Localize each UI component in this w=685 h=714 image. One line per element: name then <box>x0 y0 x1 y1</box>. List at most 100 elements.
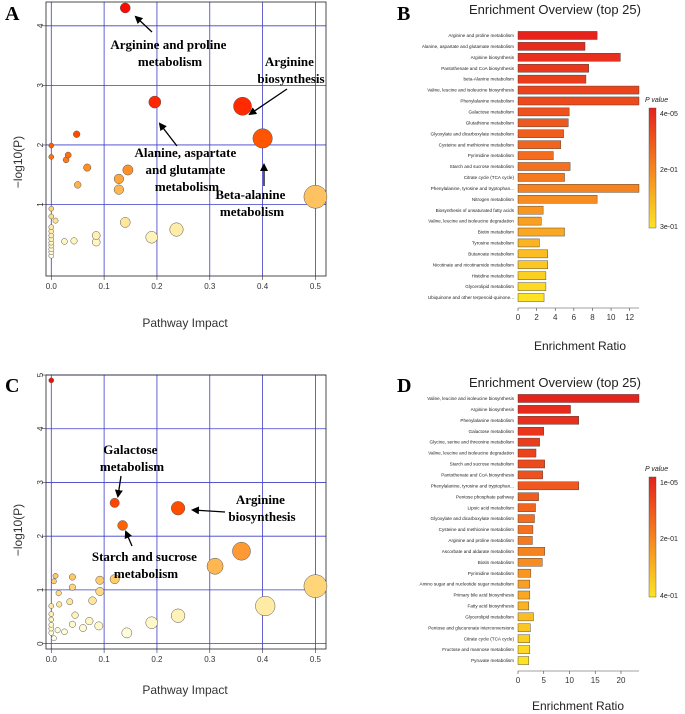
scatter-point <box>113 173 124 184</box>
scatter-point <box>68 573 76 581</box>
x-tick-label: 0.4 <box>257 282 269 291</box>
scatter-point <box>85 617 94 626</box>
bar <box>517 492 539 501</box>
scatter-point <box>148 95 162 109</box>
scatter-point <box>91 231 101 240</box>
y-tick-label: 5 <box>36 372 45 377</box>
legend-label: 2e-01 <box>660 167 678 174</box>
scatter-point <box>255 595 276 617</box>
points <box>48 377 328 642</box>
category-label: Tyrosine metabolism <box>472 241 514 246</box>
scatter-point <box>145 616 158 629</box>
legend-title: P value <box>645 97 668 104</box>
bars <box>517 31 640 302</box>
legend-label: 1e-05 <box>660 480 678 487</box>
scatter-point <box>51 635 57 642</box>
category-label: Lipoic acid metabolism <box>468 505 515 510</box>
scatter-point <box>56 601 63 608</box>
bar <box>517 107 570 117</box>
category-label: Valine, leucine and isoleucine biosynthe… <box>427 88 514 93</box>
bars <box>517 394 640 665</box>
scatter-point <box>61 238 68 245</box>
y-tick-label: 2 <box>36 142 45 147</box>
bar <box>517 140 562 149</box>
scatter-point <box>119 2 131 14</box>
category-label: Arginine biosynthesis <box>471 407 515 412</box>
category-label: Galactose metabolism <box>469 110 515 115</box>
category-label: Pyruvate metabolism <box>471 658 514 663</box>
bar <box>517 96 640 106</box>
legend-label: 4e-05 <box>660 111 678 118</box>
category-label: Phenylalanine metabolism <box>460 418 514 423</box>
scatter-point <box>48 224 55 230</box>
scatter-point <box>70 237 78 245</box>
y-axis-label: −log10(P) <box>11 504 25 556</box>
pvalue-legend: P value 4e-05 2e-01 3e-01 <box>645 97 678 231</box>
category-label: Phenylalanine metabolism <box>460 99 514 104</box>
panel-label: D <box>397 375 411 397</box>
bar <box>517 514 535 523</box>
scatter-point <box>95 575 105 585</box>
category-label: Arginine and proline metabolism <box>448 538 514 543</box>
panel-a-scatter: A 0.0 0.1 0.2 0.3 0.4 0.5 1 2 3 4 Pathway Impact… <box>5 1 328 330</box>
category-label: Valine, leucine and isoleucine degradati… <box>428 451 514 456</box>
panel-c-scatter: C 0.0 0.1 0.2 0.3 0.4 0.5 0 1 2 3 4 5 Pathway Impa… <box>5 372 328 697</box>
category-label: Fatty acid biosynthesis <box>468 604 515 609</box>
category-label: Glycerolipid metabolism <box>465 614 514 619</box>
category-label: Pyrimidine metabolism <box>468 571 514 576</box>
bar <box>517 416 579 425</box>
category-label: Cysteine and methionine metabolism <box>439 142 514 147</box>
annotation-label: Galactose metabolism <box>100 442 164 474</box>
scatter-point <box>145 231 158 244</box>
category-label: Pentose phosphate pathway <box>456 494 515 499</box>
bar <box>517 151 554 160</box>
bar <box>517 249 548 259</box>
scatter-point <box>48 616 55 623</box>
bar <box>517 271 547 280</box>
annotation-arrow <box>248 88 288 116</box>
category-label: Galactose metabolism <box>469 429 515 434</box>
category-label: Arginine and proline metabolism <box>448 33 514 38</box>
scatter-point <box>71 611 79 619</box>
scatter-point <box>83 163 92 172</box>
bar <box>517 601 530 611</box>
bar <box>517 437 540 447</box>
legend-gradient <box>648 107 657 229</box>
scatter-point <box>48 154 55 160</box>
x-tick-label: 0.4 <box>257 655 269 664</box>
x-ticks: 0.0 0.1 0.2 0.3 0.4 0.5 <box>46 276 322 291</box>
scatter-point <box>52 217 59 224</box>
x-axis-label: Pathway Impact <box>142 683 228 697</box>
legend-label: 3e-01 <box>660 224 678 231</box>
category-label: Amino sugar and nucleotide sugar metabol… <box>420 582 515 587</box>
scatter-point <box>48 603 55 609</box>
category-label: Biotin metabolism <box>478 230 514 235</box>
annotation-arrow <box>134 15 153 33</box>
bar <box>517 645 531 654</box>
bar <box>517 525 534 534</box>
x-ticks: 0 2 4 6 8 10 12 <box>516 308 635 322</box>
category-label: Starch and sucrose metabolism <box>450 164 515 169</box>
scatter-point <box>48 205 55 212</box>
scatter-point <box>117 520 128 531</box>
bar <box>517 227 565 237</box>
y-tick-label: 4 <box>36 23 45 28</box>
bar <box>517 459 545 469</box>
category-label: Glyoxylate and dicarboxylate metabolism <box>431 131 515 136</box>
category-label: Fructose and mannose metabolism <box>442 647 514 652</box>
category-label: Glutathione metabolism <box>466 120 514 125</box>
bar <box>517 547 545 556</box>
scatter-point <box>48 142 55 149</box>
x-tick-label: 5 <box>542 676 547 685</box>
x-tick-label: 2 <box>534 313 539 322</box>
scatter-point <box>121 627 133 639</box>
scatter-point <box>48 611 55 617</box>
bar <box>517 536 533 545</box>
x-axis-label: Pathway Impact <box>142 316 228 330</box>
x-tick-label: 0.5 <box>310 282 322 291</box>
annotation-label: Arginine biosynthesis <box>228 492 295 524</box>
x-tick-label: 0 <box>516 313 521 322</box>
annotation-arrow <box>191 506 226 515</box>
x-axis-label: Enrichment Ratio <box>532 699 624 713</box>
legend-title: P value <box>645 466 668 473</box>
